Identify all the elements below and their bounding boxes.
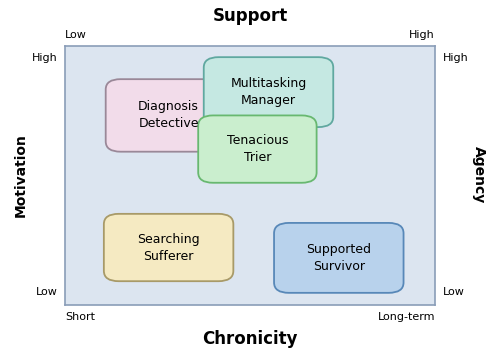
Text: Motivation: Motivation xyxy=(14,133,28,217)
FancyBboxPatch shape xyxy=(104,214,234,281)
Text: Agency: Agency xyxy=(472,146,486,204)
Text: Support: Support xyxy=(212,7,288,25)
Text: High: High xyxy=(32,53,58,63)
Text: Searching
Sufferer: Searching Sufferer xyxy=(138,232,200,262)
Text: Chronicity: Chronicity xyxy=(202,330,298,348)
Text: High: High xyxy=(409,30,435,40)
Text: Low: Low xyxy=(65,30,87,40)
Text: Diagnosis
Detective: Diagnosis Detective xyxy=(138,100,199,131)
Text: Low: Low xyxy=(36,287,58,297)
Text: Short: Short xyxy=(65,312,95,322)
Text: Tenacious
Trier: Tenacious Trier xyxy=(226,134,288,164)
FancyBboxPatch shape xyxy=(106,79,232,152)
Text: Multitasking
Manager: Multitasking Manager xyxy=(230,77,306,107)
Text: Supported
Survivor: Supported Survivor xyxy=(306,243,372,273)
Text: Low: Low xyxy=(442,287,464,297)
Text: High: High xyxy=(442,53,468,63)
FancyBboxPatch shape xyxy=(204,57,334,127)
Text: Long-term: Long-term xyxy=(378,312,435,322)
FancyBboxPatch shape xyxy=(274,223,404,293)
FancyBboxPatch shape xyxy=(198,116,316,183)
